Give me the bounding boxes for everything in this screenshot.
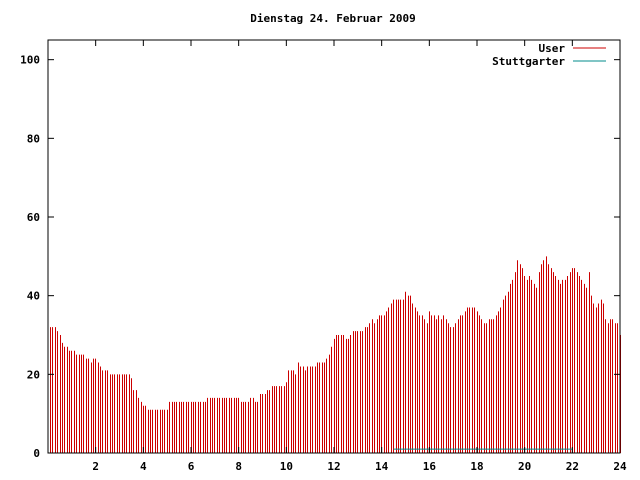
x-tick-label: 4 [140,460,147,473]
x-tick-label: 8 [235,460,242,473]
x-tick-label: 20 [518,460,531,473]
y-tick-label: 20 [27,368,40,381]
x-tick-label: 16 [423,460,437,473]
y-tick-label: 100 [20,54,40,67]
x-tick-label: 14 [375,460,389,473]
x-tick-label: 18 [470,460,483,473]
x-tick-label: 24 [613,460,627,473]
y-tick-label: 60 [27,211,40,224]
y-tick-label: 80 [27,132,40,145]
legend-label: User [539,42,566,55]
chart-title: Dienstag 24. Februar 2009 [250,12,416,25]
x-tick-label: 6 [188,460,195,473]
x-axis: 2 4 6 8 10 12 14 16 18 20 22 24 [92,40,627,473]
y-axis: 0 20 40 60 80 100 [20,54,620,460]
x-tick-label: 10 [280,460,293,473]
y-tick-label: 0 [33,447,40,460]
legend-label: Stuttgarter [492,55,565,68]
x-tick-label: 2 [92,460,99,473]
x-tick-label: 12 [327,460,340,473]
bars-layer [50,256,621,453]
x-tick-label: 22 [566,460,579,473]
y-tick-label: 40 [27,290,40,303]
